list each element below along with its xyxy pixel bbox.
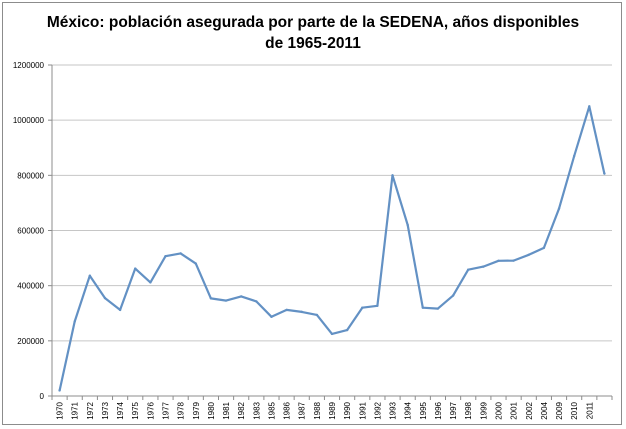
data-point [497,259,500,263]
x-tick-label: 2000 [494,401,503,419]
x-tick-label: 1987 [298,401,307,419]
chart-title: México: población asegurada por parte de… [0,12,626,54]
data-point [482,265,485,268]
x-tick-label: 1983 [252,401,261,419]
x-tick-label: 1988 [313,401,322,419]
data-point [603,172,606,175]
data-point [557,207,561,210]
x-tick-label: 2010 [570,401,579,419]
x-tick-label: 1991 [358,401,367,419]
y-tick-label: 0 [40,392,45,401]
x-tick-label: 2009 [555,401,564,419]
data-point [134,267,137,270]
data-point [406,223,409,227]
y-axis: 0 200000 400000 600000 800000 1000000 1200000 [13,61,53,401]
x-tick-label: 1973 [101,401,110,419]
x-tick-label: 1996 [434,401,443,419]
x-tick-label: 1971 [71,401,80,419]
chart-title-line-1: México: población asegurada por parte de… [46,14,580,31]
y-tick-label: 800000 [17,171,44,180]
x-tick-label: 1972 [86,401,95,419]
x-tick-label: 1980 [207,401,216,419]
data-point [391,174,394,177]
series [58,105,606,392]
x-tick-label: 1970 [56,401,65,419]
x-tick-label: 1977 [162,401,171,419]
x-tick-label: 2002 [525,401,534,419]
x-tick-label: 1998 [464,401,473,419]
x-tick-label: 2011 [585,401,594,419]
data-point [451,294,455,297]
data-point [224,299,228,302]
y-tick-label: 200000 [17,337,44,346]
chart-title-line-2: de 1965-2011 [265,35,361,52]
chart-frame [2,2,622,425]
gridlines [52,64,612,342]
data-point [164,254,167,258]
x-tick-label: 1976 [146,401,155,419]
y-tick-label: 400000 [17,282,44,291]
y-tick-label: 1000000 [13,116,45,125]
data-point [73,320,76,323]
data-point [209,297,213,300]
x-tick-label: 1986 [283,401,292,419]
x-tick-label: 1989 [328,401,337,419]
data-point [118,308,122,312]
x-tick-label: 2001 [510,401,519,419]
data-point [512,259,515,262]
data-point [103,296,107,300]
x-axis: 1970 1971 1972 1973 1974 1975 1976 1977 1978 1979… [51,395,613,420]
x-tick-label: 1992 [373,401,382,419]
x-tick-label: 2004 [540,401,549,419]
x-tick-label: 1982 [237,401,246,419]
y-tick-label: 1200000 [13,61,45,70]
data-point [285,308,288,312]
data-point [270,315,273,319]
x-tick-label: 1974 [116,401,125,419]
data-point [330,332,334,336]
x-tick-label: 1985 [267,401,276,419]
data-point [572,154,576,158]
data-point [467,268,470,271]
x-tick-label: 1990 [343,401,352,419]
series-line [58,105,606,391]
y-tick-label: 600000 [17,227,44,236]
data-point [300,310,303,314]
x-tick-label: 1999 [479,401,488,419]
data-point [315,313,319,317]
data-point [345,328,349,332]
x-tick-label: 1995 [419,401,428,419]
x-tick-label: 1993 [389,401,398,419]
data-point [588,105,591,108]
x-tick-label: 1975 [131,401,140,419]
data-point [255,300,258,303]
data-point [88,274,92,277]
data-point [376,304,379,308]
x-tick-label: 1981 [222,401,231,419]
x-tick-label: 1978 [177,401,186,419]
x-tick-label: 1997 [449,401,458,419]
data-point [194,262,197,265]
data-point [436,307,440,310]
data-point [179,252,182,255]
data-point [149,281,152,284]
x-tick-label: 1979 [192,401,201,419]
data-point [527,253,530,256]
data-point [58,389,61,392]
data-point [421,306,425,309]
x-tick-label: 1994 [404,401,413,419]
data-point [239,295,243,298]
data-point [361,306,364,309]
data-point [542,246,546,250]
